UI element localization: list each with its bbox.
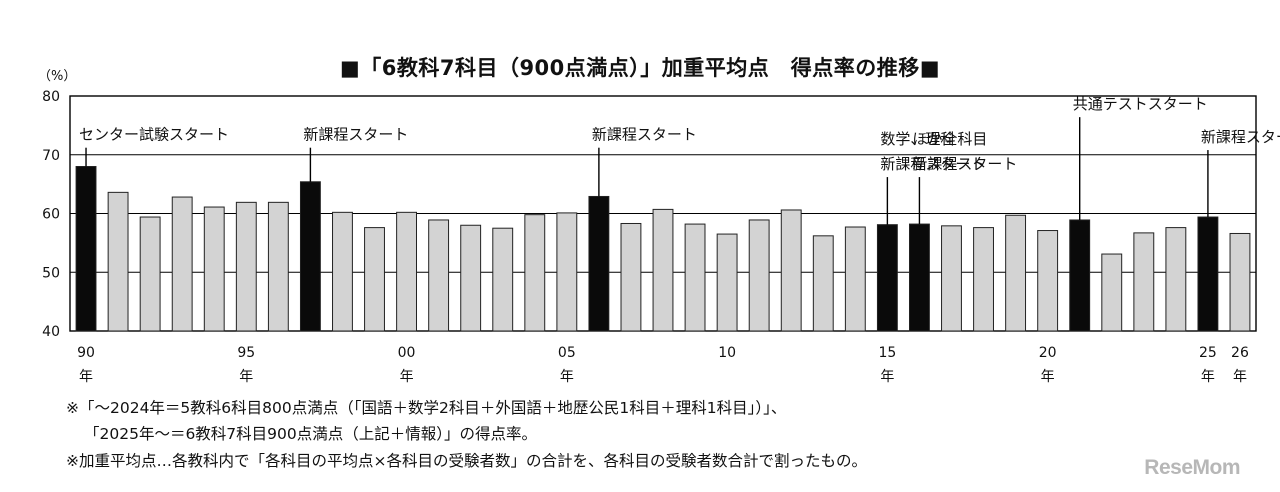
x-tick-label: 年: [239, 369, 253, 385]
y-tick-label: 50: [42, 265, 60, 281]
x-tick-label: 15: [878, 345, 896, 361]
bar: [203, 206, 225, 332]
annotation-label: 新課程スタート: [592, 126, 697, 144]
bar: [556, 212, 578, 332]
annotation-label: 新課程スタート: [1201, 128, 1280, 146]
bar-highlight: [876, 224, 898, 332]
bar: [1133, 232, 1155, 332]
bar: [139, 216, 161, 332]
x-tick-label: 年: [1041, 369, 1055, 385]
bar: [171, 196, 193, 332]
bar: [780, 209, 802, 332]
bar-highlight: [75, 166, 97, 332]
y-tick-label: 60: [42, 207, 60, 223]
bar-highlight: [299, 181, 321, 332]
bar: [1005, 214, 1027, 332]
bar: [1165, 227, 1187, 332]
bar: [1101, 253, 1123, 332]
x-tick-label: 05: [558, 345, 576, 361]
bar: [107, 191, 129, 332]
x-tick-label: 95: [237, 345, 255, 361]
bar: [332, 211, 353, 332]
bar: [716, 233, 738, 332]
x-tick-label: 年: [1201, 369, 1215, 385]
bar-highlight: [1069, 219, 1091, 332]
x-tick-label: 00: [398, 345, 416, 361]
bar-highlight: [588, 195, 610, 332]
x-tick-label: 25: [1199, 345, 1217, 361]
bar: [267, 201, 289, 332]
bar: [748, 219, 770, 332]
annotation-label: 数学、理科: [880, 130, 955, 148]
y-tick-label: 40: [42, 324, 60, 340]
bar: [364, 227, 385, 332]
annotation-label: 共通テストスタート: [1073, 95, 1208, 113]
bar: [396, 211, 418, 332]
resemom-logo: ReseMom: [1144, 456, 1240, 479]
annotation-label: 新課程スタート: [303, 126, 408, 144]
chart-title: ■「6教科7科目（900点満点）」加重平均点 得点率の推移■: [339, 56, 941, 80]
bar: [1037, 230, 1059, 332]
bar: [524, 214, 546, 332]
bar: [652, 208, 674, 332]
y-unit-label: （%）: [38, 69, 76, 84]
bar: [941, 225, 962, 332]
annotation-label: ほか全科目: [912, 130, 987, 148]
annotation-label: 新課程スタート: [880, 155, 985, 173]
bar: [973, 227, 994, 332]
x-tick-label: 90: [77, 345, 95, 361]
bar: [684, 223, 706, 332]
x-tick-label: 26: [1231, 345, 1249, 361]
bar: [620, 222, 642, 332]
footnote-1: ※「～2024年＝5教科6科目800点満点（「国語＋数学2科目＋外国語＋地歴公民…: [66, 399, 787, 417]
bar: [1229, 232, 1251, 332]
x-tick-label: 年: [79, 369, 93, 385]
x-tick-label: 年: [1233, 369, 1247, 385]
bar: [428, 219, 450, 332]
footnote-3: ※加重平均点…各教科内で「各科目の平均点×各科目の受験者数」の合計を、各科目の受…: [66, 452, 867, 470]
annotation-label: センター試験スタート: [79, 126, 229, 144]
bar: [844, 226, 866, 332]
x-tick-label: 10: [718, 345, 736, 361]
bar-highlight: [1197, 216, 1219, 332]
x-tick-label: 年: [880, 369, 894, 385]
y-tick-label: 80: [42, 89, 60, 105]
x-tick-label: 年: [560, 369, 574, 385]
bar: [812, 235, 834, 332]
bar: [460, 224, 482, 332]
bar-highlight: [908, 223, 930, 332]
bar: [235, 201, 257, 332]
footnote-2: 「2025年～＝6教科7科目900点満点（上記＋情報）」の得点率。: [84, 425, 538, 443]
annotation-label: 新課程スタート: [912, 155, 1017, 173]
x-tick-label: 20: [1039, 345, 1057, 361]
bar: [492, 227, 514, 332]
x-tick-label: 年: [400, 369, 414, 385]
y-tick-label: 70: [42, 148, 60, 164]
